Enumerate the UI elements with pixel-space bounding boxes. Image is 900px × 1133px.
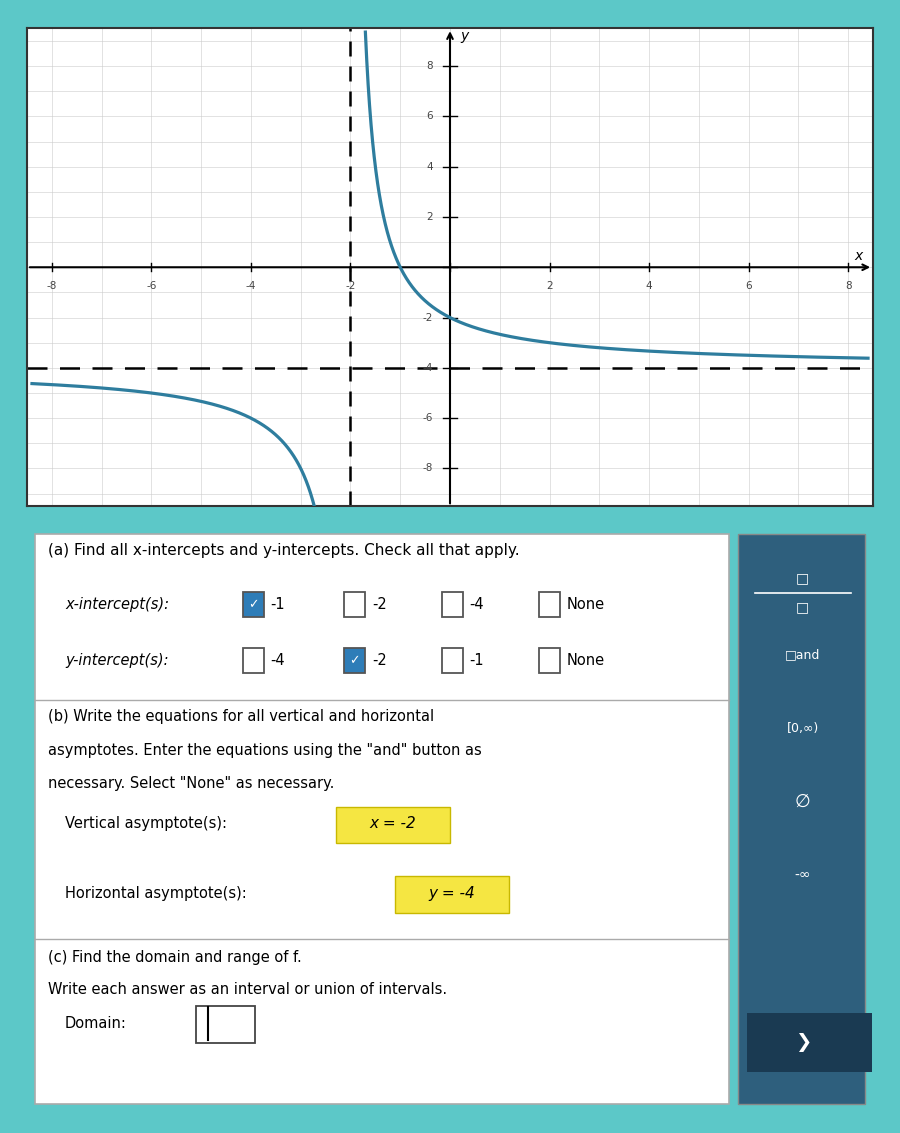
Text: Horizontal asymptote(s):: Horizontal asymptote(s): [65, 886, 247, 901]
Text: Vertical asymptote(s):: Vertical asymptote(s): [65, 817, 227, 832]
Text: -1: -1 [470, 653, 484, 668]
Text: -1: -1 [271, 597, 285, 612]
Bar [442, 593, 463, 616]
Text: 4: 4 [645, 281, 652, 291]
Text: y: y [461, 28, 469, 43]
Bar [344, 593, 365, 616]
Text: None: None [567, 653, 605, 668]
Text: -8: -8 [47, 281, 57, 291]
Text: Domain:: Domain: [65, 1016, 127, 1031]
Text: -4: -4 [271, 653, 285, 668]
Text: ✓: ✓ [248, 598, 258, 611]
Bar [336, 807, 450, 843]
Text: -4: -4 [422, 363, 433, 373]
Text: -4: -4 [470, 597, 484, 612]
Text: 2: 2 [546, 281, 553, 291]
Text: ✓: ✓ [349, 654, 360, 667]
Bar [196, 1006, 256, 1042]
Text: -6: -6 [146, 281, 157, 291]
Text: 4: 4 [426, 162, 433, 172]
Bar [344, 648, 365, 673]
Text: -4: -4 [246, 281, 256, 291]
Bar [747, 1013, 872, 1072]
Text: x-intercept(s):: x-intercept(s): [65, 597, 169, 612]
Text: (a) Find all x-intercepts and y-intercepts. Check all that apply.: (a) Find all x-intercepts and y-intercep… [49, 543, 520, 557]
Text: ∅: ∅ [795, 793, 811, 810]
Text: 2: 2 [426, 212, 433, 222]
Text: -2: -2 [373, 597, 387, 612]
Text: x = -2: x = -2 [369, 817, 416, 832]
Bar [395, 876, 509, 913]
Text: asymptotes. Enter the equations using the "and" button as: asymptotes. Enter the equations using th… [49, 743, 482, 758]
Bar [243, 593, 264, 616]
Text: None: None [567, 597, 605, 612]
Text: 8: 8 [426, 61, 433, 71]
Text: ❯: ❯ [795, 1033, 811, 1053]
Bar [539, 593, 560, 616]
Bar [35, 534, 729, 1105]
Text: 6: 6 [745, 281, 751, 291]
Text: necessary. Select "None" as necessary.: necessary. Select "None" as necessary. [49, 776, 335, 791]
Text: [0,∞): [0,∞) [787, 722, 819, 734]
Bar [539, 648, 560, 673]
Text: y-intercept(s):: y-intercept(s): [65, 653, 168, 668]
Text: Write each answer as an interval or union of intervals.: Write each answer as an interval or unio… [49, 982, 447, 997]
Text: (c) Find the domain and range of f.: (c) Find the domain and range of f. [49, 949, 302, 965]
Text: □: □ [796, 600, 809, 614]
Text: -2: -2 [346, 281, 356, 291]
Text: □and: □and [785, 648, 821, 661]
Text: -∞: -∞ [795, 868, 811, 883]
Text: -2: -2 [373, 653, 387, 668]
Text: □: □ [796, 571, 809, 585]
Text: 6: 6 [426, 111, 433, 121]
Text: -6: -6 [422, 414, 433, 423]
Text: y = -4: y = -4 [428, 886, 475, 901]
Bar [243, 648, 264, 673]
Text: 8: 8 [845, 281, 851, 291]
Text: -2: -2 [422, 313, 433, 323]
Text: x: x [854, 249, 862, 263]
Bar [738, 534, 865, 1105]
Bar [442, 648, 463, 673]
Text: (b) Write the equations for all vertical and horizontal: (b) Write the equations for all vertical… [49, 709, 435, 724]
Text: -8: -8 [422, 463, 433, 474]
